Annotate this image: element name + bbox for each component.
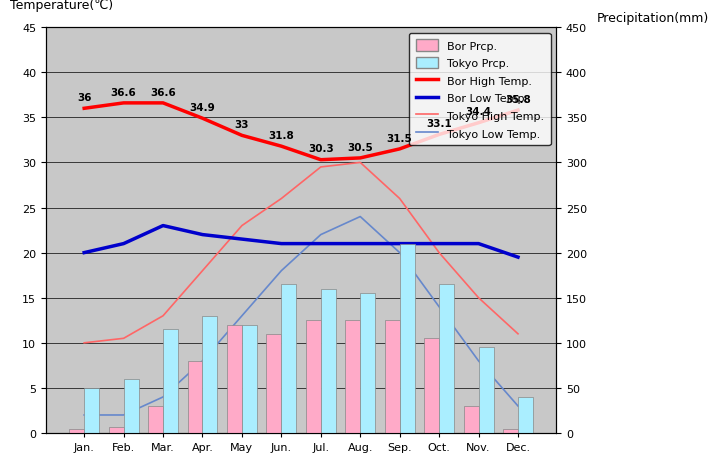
Bar — [282, 285, 297, 433]
Text: 33: 33 — [235, 120, 249, 130]
Bar — [518, 397, 533, 433]
Bar — [227, 325, 242, 433]
Bar — [321, 289, 336, 433]
Bar — [266, 334, 282, 433]
Text: 36: 36 — [77, 93, 91, 103]
Text: 35.8: 35.8 — [505, 95, 531, 105]
Bar — [163, 330, 178, 433]
Bar — [242, 325, 257, 433]
Bar — [479, 347, 493, 433]
Bar — [124, 379, 139, 433]
Text: 34.4: 34.4 — [466, 107, 492, 117]
Bar — [187, 361, 202, 433]
Text: 31.5: 31.5 — [387, 133, 413, 143]
Bar — [202, 316, 217, 433]
Bar — [439, 285, 454, 433]
Text: 36.6: 36.6 — [150, 87, 176, 97]
Bar — [424, 339, 439, 433]
Bar — [400, 244, 415, 433]
Text: 31.8: 31.8 — [269, 130, 294, 140]
Text: 36.6: 36.6 — [111, 87, 137, 97]
Bar — [384, 320, 400, 433]
Bar — [464, 406, 479, 433]
Text: 33.1: 33.1 — [426, 119, 452, 129]
Y-axis label: Precipitation(mm): Precipitation(mm) — [597, 12, 709, 25]
Y-axis label: Temperature(℃): Temperature(℃) — [10, 0, 114, 12]
Legend: Bor Prcp., Tokyo Prcp., Bor High Temp., Bor Low Temp., Tokyo High Temp., Tokyo L: Bor Prcp., Tokyo Prcp., Bor High Temp., … — [409, 34, 551, 146]
Bar — [84, 388, 99, 433]
Text: 30.3: 30.3 — [308, 144, 333, 154]
Bar — [503, 429, 518, 433]
Text: 30.5: 30.5 — [347, 142, 373, 152]
Bar — [360, 294, 375, 433]
Bar — [306, 320, 321, 433]
Bar — [69, 429, 84, 433]
Bar — [148, 406, 163, 433]
Bar — [346, 320, 360, 433]
Bar — [109, 427, 124, 433]
Text: 34.9: 34.9 — [189, 103, 215, 112]
